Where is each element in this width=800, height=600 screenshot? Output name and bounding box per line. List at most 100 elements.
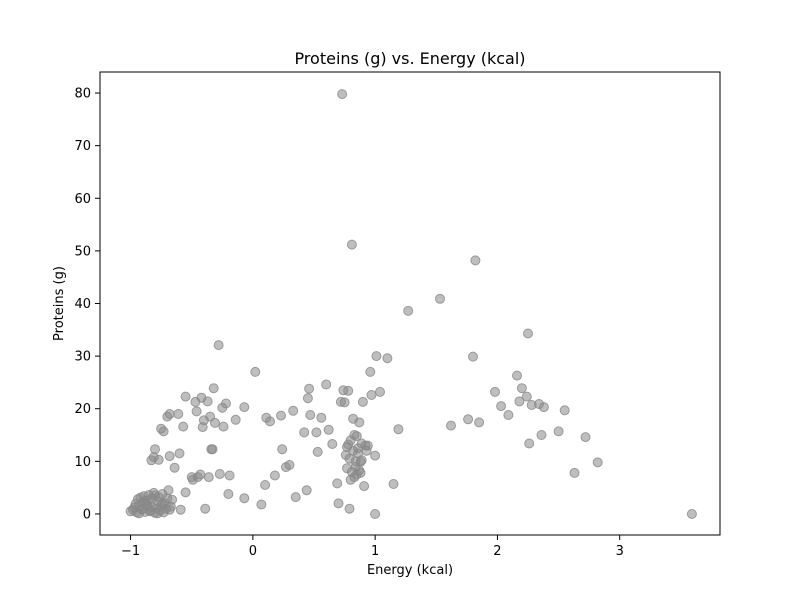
data-point [403, 305, 414, 316]
data-point [305, 410, 316, 420]
data-point [538, 402, 549, 413]
data-point [213, 340, 224, 351]
data-point [523, 328, 533, 339]
data-point [250, 366, 261, 377]
data-point [592, 457, 603, 468]
plot-frame [99, 71, 721, 536]
data-point [346, 239, 357, 250]
data-point [553, 426, 564, 437]
data-point [214, 469, 225, 479]
y-tick-label: 70 [74, 139, 91, 154]
data-point [276, 410, 286, 421]
data-point [152, 508, 163, 519]
data-point [175, 504, 186, 515]
data-point [503, 410, 514, 420]
data-point [356, 455, 367, 466]
data-point [370, 450, 381, 461]
data-point [208, 383, 219, 394]
data-point [202, 396, 213, 407]
data-point [221, 398, 231, 409]
y-tick-label: 10 [74, 455, 91, 470]
x-axis-ticks: −1 0 1 2 3 [121, 535, 624, 559]
data-point [512, 370, 522, 381]
data-point [284, 460, 295, 470]
data-point [210, 417, 220, 428]
data-point [167, 494, 178, 505]
data-point [169, 462, 180, 473]
data-point [150, 490, 160, 501]
data-point [339, 397, 350, 408]
y-tick-label: 0 [83, 507, 91, 522]
data-point [559, 405, 570, 416]
data-point [290, 492, 301, 503]
data-point [470, 255, 481, 266]
data-point [569, 467, 580, 478]
data-point [323, 424, 334, 435]
data-point [223, 489, 234, 499]
data-point [269, 470, 280, 481]
data-point [446, 420, 456, 431]
data-point [365, 366, 376, 377]
x-tick-label: 2 [493, 544, 501, 559]
data-point [174, 448, 185, 459]
data-point [463, 414, 474, 425]
y-axis-ticks: 0 10 20 30 40 50 60 70 80 [74, 87, 100, 522]
data-point [516, 383, 527, 394]
data-point [327, 439, 338, 449]
data-point [153, 454, 164, 465]
chart-title: Proteins (g) vs. Energy (kcal) [294, 49, 525, 68]
data-point [239, 493, 250, 504]
data-point [311, 427, 322, 438]
y-tick-label: 60 [74, 192, 91, 207]
data-point [180, 487, 191, 498]
data-point [524, 438, 535, 449]
data-point [230, 414, 241, 425]
data-point [321, 379, 332, 390]
y-tick-label: 80 [74, 87, 91, 102]
data-point [173, 409, 184, 419]
data-point [351, 431, 362, 442]
data-point [496, 401, 507, 412]
data-point [362, 440, 373, 451]
y-axis-label: Proteins (g) [52, 266, 67, 341]
data-point [468, 351, 478, 362]
data-point [355, 467, 366, 478]
y-tick-label: 50 [74, 244, 91, 259]
data-point [180, 391, 191, 402]
data-point [260, 480, 271, 490]
plot-area: −1 0 1 2 3 0 10 20 30 40 50 60 70 80 [74, 71, 721, 559]
data-point [178, 421, 189, 432]
data-point [332, 478, 343, 489]
data-point [256, 499, 267, 510]
data-point [337, 89, 348, 100]
data-point [304, 383, 315, 394]
data-point [490, 386, 500, 397]
data-point [366, 390, 377, 400]
data-point [393, 424, 404, 435]
data-point [312, 446, 323, 457]
data-point [354, 417, 365, 428]
data-point [371, 351, 382, 362]
data-point [474, 417, 485, 428]
data-point [382, 353, 393, 364]
data-point [239, 402, 250, 413]
data-point [359, 481, 370, 492]
data-point [224, 470, 235, 481]
y-tick-label: 40 [74, 297, 91, 312]
data-point [301, 485, 312, 496]
data-point [375, 386, 385, 397]
data-point [277, 444, 288, 455]
data-point [344, 503, 355, 514]
data-point [333, 498, 344, 509]
data-point [536, 430, 547, 440]
x-tick-label: 1 [371, 544, 379, 559]
data-point [207, 444, 218, 455]
y-tick-label: 30 [74, 350, 91, 365]
data-point [521, 391, 532, 402]
data-point [686, 509, 697, 519]
data-point [164, 451, 175, 462]
data-point [203, 472, 214, 483]
data-point [370, 509, 381, 519]
x-axis-label: Energy (kcal) [367, 563, 453, 578]
